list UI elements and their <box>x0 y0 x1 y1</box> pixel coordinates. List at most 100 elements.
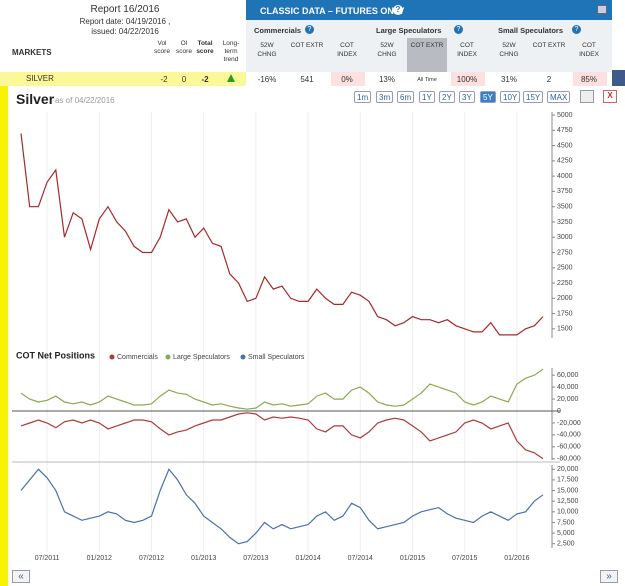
report-date: Report date: 04/19/2016 , <box>79 17 171 26</box>
column-header[interactable]: COT INDEX <box>579 42 599 58</box>
column-header[interactable]: COT EXTR <box>410 42 444 49</box>
y-tick-label: 12,500 <box>557 498 579 505</box>
y-tick-label: 2000 <box>557 295 573 302</box>
table-cell: All Time <box>417 77 437 83</box>
cell-highlight <box>573 72 607 86</box>
next-button[interactable]: » <box>600 570 618 583</box>
y-tick-label: 4750 <box>557 127 573 134</box>
y-tick-label: -20,000 <box>557 420 581 427</box>
column-header[interactable]: COT EXTR <box>290 42 324 49</box>
report-issued: issued: 04/22/2016 <box>91 27 159 36</box>
range-button[interactable]: 2Y <box>439 91 455 103</box>
data-line <box>20 412 544 460</box>
market-name: SILVER <box>26 74 54 83</box>
table-cell: 85% <box>580 75 597 84</box>
cell-highlight <box>331 72 365 86</box>
as-of: as of 04/22/2016 <box>55 96 115 105</box>
y-tick-label: 2750 <box>557 249 573 256</box>
column-header: Vol score <box>154 40 170 55</box>
cot-title: COT Net Positions <box>16 350 95 360</box>
y-tick-label: 4250 <box>557 158 573 165</box>
y-tick-label: 3250 <box>557 219 573 226</box>
legend-dot <box>240 354 246 360</box>
range-button[interactable]: 3Y <box>459 91 475 103</box>
group-header: Large Speculators <box>376 26 442 35</box>
table-cell: 0 <box>181 75 187 84</box>
column-header: Total score <box>196 40 214 55</box>
print-icon <box>597 5 607 14</box>
data-line <box>20 133 544 336</box>
x-tick-label: 01/2016 <box>504 555 529 562</box>
table-cell: 13% <box>378 75 395 84</box>
x-tick-label: 07/2014 <box>348 555 373 562</box>
help-icon[interactable]: ? <box>305 25 314 34</box>
table-cell: 100% <box>456 75 478 84</box>
x-tick-label: 01/2013 <box>191 555 216 562</box>
range-button[interactable]: MAX <box>547 91 571 103</box>
range-button[interactable]: 1m <box>354 91 372 103</box>
range-button[interactable]: 6m <box>397 91 415 103</box>
help-icon[interactable]: ? <box>572 25 581 34</box>
column-header[interactable]: 52W CHNG <box>499 42 519 58</box>
group-header: Commercials <box>254 26 302 35</box>
y-tick-label: 7,500 <box>557 519 575 526</box>
y-tick-label: 5,000 <box>557 530 575 537</box>
help-icon[interactable]: ? <box>454 25 463 34</box>
row-bg <box>0 72 246 86</box>
y-tick-label: 3000 <box>557 234 573 241</box>
x-tick-label: 07/2013 <box>243 555 268 562</box>
y-tick-label: -60,000 <box>557 444 581 451</box>
prev-button[interactable]: « <box>12 570 30 583</box>
legend-label: Commercials <box>117 354 158 361</box>
column-header[interactable]: 52W CHNG <box>257 42 277 58</box>
y-tick-label: 40,000 <box>557 384 579 391</box>
y-tick-label: 1750 <box>557 310 573 317</box>
range-button[interactable]: 15Y <box>523 91 544 103</box>
range-button[interactable]: 1Y <box>419 91 435 103</box>
close-button[interactable]: X <box>603 90 617 103</box>
help-icon[interactable]: ? <box>393 5 403 15</box>
range-button[interactable]: 5Y <box>480 91 496 103</box>
column-header[interactable]: COT INDEX <box>337 42 357 58</box>
table-cell: 31% <box>500 75 517 84</box>
report-title: Report 16/2016 <box>90 4 160 15</box>
x-tick-label: 01/2015 <box>400 555 425 562</box>
column-header[interactable]: 52W CHNG <box>377 42 397 58</box>
y-tick-label: 3500 <box>557 204 573 211</box>
chart-title: Silver <box>16 91 55 107</box>
column-header: OI score <box>176 40 192 55</box>
column-header: Long-term trend <box>222 40 240 63</box>
y-tick-label: 15,000 <box>557 487 579 494</box>
legend-dot <box>109 354 115 360</box>
x-tick-label: 07/2012 <box>139 555 164 562</box>
y-tick-label: 2500 <box>557 265 573 272</box>
x-tick-label: 07/2011 <box>35 555 60 562</box>
data-line <box>20 468 544 545</box>
y-tick-label: 4500 <box>557 142 573 149</box>
legend-label: Small Speculators <box>248 354 305 361</box>
range-button[interactable]: 10Y <box>500 91 521 103</box>
column-header[interactable]: COT EXTR <box>532 42 566 49</box>
y-tick-label: -80,000 <box>557 456 581 463</box>
y-tick-label: 2250 <box>557 280 573 287</box>
table-cell: -2 <box>160 75 168 84</box>
cell-highlight <box>451 72 485 86</box>
markets-label: MARKETS <box>12 48 52 57</box>
y-tick-label: 60,000 <box>557 372 579 379</box>
column-header[interactable]: COT INDEX <box>457 42 477 58</box>
y-tick-label: 5000 <box>557 112 573 119</box>
print-button[interactable] <box>580 90 594 103</box>
y-tick-label: 20,000 <box>557 396 579 403</box>
data-line <box>20 368 544 410</box>
y-tick-label: 3750 <box>557 188 573 195</box>
y-tick-label: 2,500 <box>557 541 575 548</box>
group-header: Small Speculators <box>498 26 564 35</box>
range-button[interactable]: 3m <box>376 91 394 103</box>
left-yellow-bar <box>0 86 8 586</box>
cot-extr-selected <box>407 38 447 72</box>
table-cell: 541 <box>300 75 314 84</box>
x-tick-label: 01/2014 <box>295 555 320 562</box>
dropdown <box>612 70 625 86</box>
